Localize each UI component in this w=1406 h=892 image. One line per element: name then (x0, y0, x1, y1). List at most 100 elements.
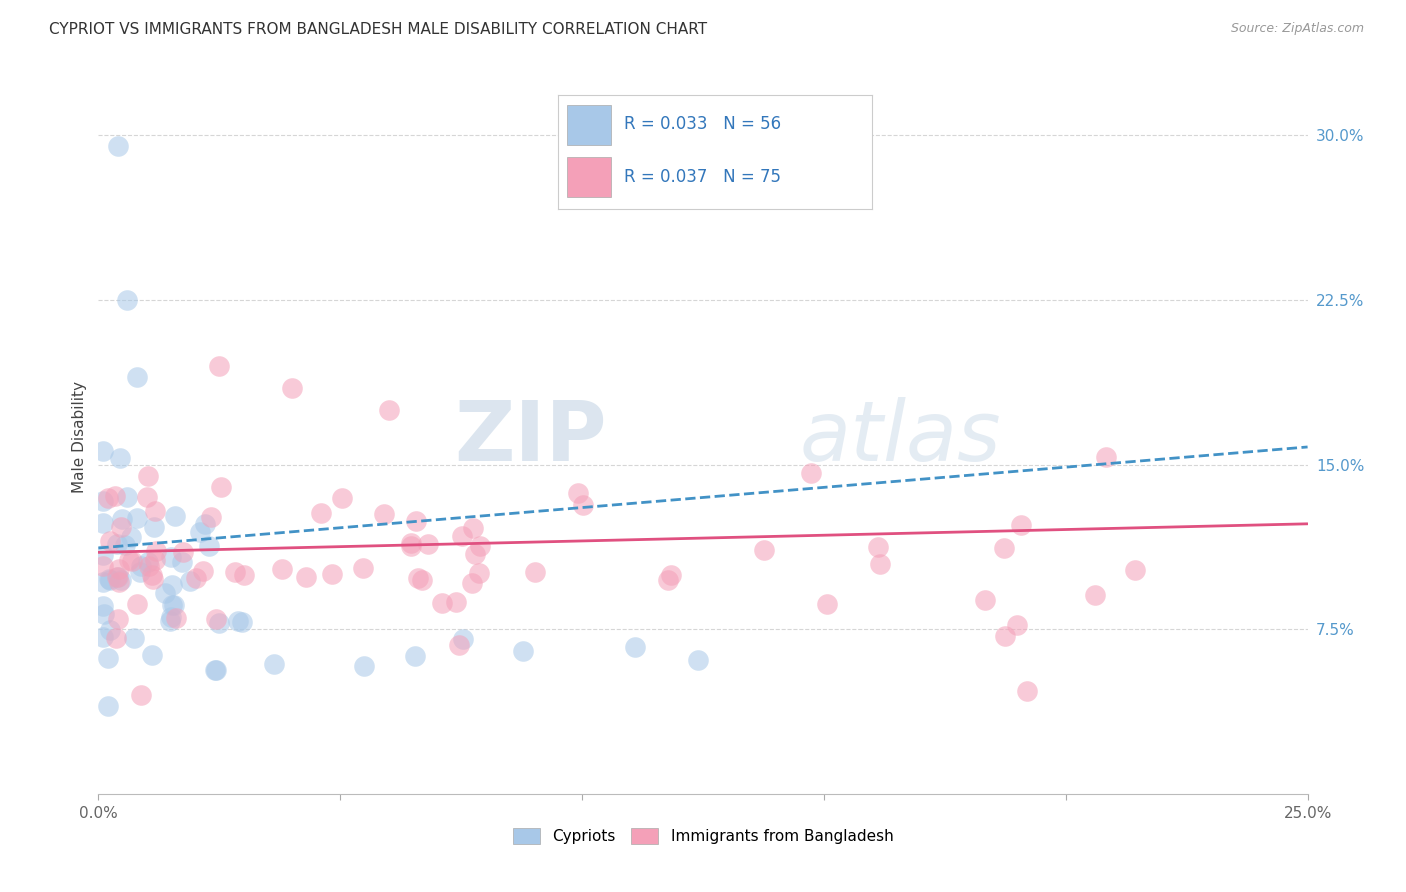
Point (172, 544, 194, 558)
Point (91, 599, 114, 614)
Point (993, 541, 1015, 556)
Point (449, 638, 471, 652)
Point (224, 566, 246, 580)
Point (226, 615, 249, 629)
Point (270, 562, 292, 576)
Point (399, 536, 422, 550)
Point (405, 514, 427, 528)
Point (974, 593, 997, 607)
Point (205, 612, 228, 626)
Point (263, 657, 285, 672)
Point (404, 649, 426, 664)
Point (205, 664, 228, 678)
Point (1010, 518, 1032, 533)
Point (815, 597, 838, 611)
Point (110, 573, 132, 587)
Point (567, 486, 589, 500)
Point (204, 664, 226, 678)
Point (211, 480, 233, 494)
Point (188, 524, 211, 539)
Point (105, 631, 128, 645)
Point (98, 573, 121, 587)
Point (686, 653, 709, 667)
Point (468, 566, 491, 581)
Y-axis label: Male Disability: Male Disability (72, 381, 87, 493)
Point (91, 444, 114, 458)
Point (141, 648, 163, 662)
Point (107, 612, 129, 626)
Point (122, 632, 145, 646)
Point (105, 537, 128, 551)
Point (108, 451, 131, 466)
Point (100, 534, 122, 549)
Point (107, 575, 129, 590)
Point (453, 632, 475, 647)
Point (121, 553, 143, 567)
Point (108, 562, 131, 576)
Point (352, 561, 374, 575)
Point (444, 595, 467, 609)
Point (118, 553, 141, 567)
Point (1005, 618, 1028, 632)
Point (138, 558, 160, 573)
Point (114, 538, 136, 552)
Point (91, 516, 114, 530)
Point (418, 536, 440, 550)
Point (233, 567, 256, 582)
Point (231, 615, 253, 629)
Point (200, 510, 222, 524)
Text: Source: ZipAtlas.com: Source: ZipAtlas.com (1230, 22, 1364, 36)
Point (91, 494, 114, 508)
Point (129, 558, 152, 573)
Point (98, 623, 121, 637)
Point (172, 555, 194, 569)
Point (136, 468, 159, 483)
Point (120, 530, 142, 544)
Point (523, 566, 546, 580)
Point (98, 572, 121, 586)
Point (117, 293, 139, 307)
Point (159, 615, 181, 629)
Point (136, 555, 159, 569)
Point (332, 491, 354, 506)
Point (461, 575, 484, 590)
Point (127, 597, 149, 611)
Point (111, 512, 134, 526)
Point (399, 539, 422, 553)
Point (866, 541, 889, 555)
Point (353, 659, 375, 673)
Point (1015, 684, 1038, 698)
Point (91, 631, 114, 645)
Point (1123, 563, 1146, 577)
Point (1084, 588, 1107, 602)
Point (141, 567, 163, 582)
Point (163, 598, 186, 612)
Point (377, 402, 399, 417)
Point (91, 575, 114, 590)
Point (160, 578, 183, 592)
Point (155, 586, 177, 600)
Point (1094, 450, 1116, 465)
Point (623, 640, 645, 654)
Point (191, 564, 214, 578)
Point (994, 629, 1017, 643)
Point (463, 520, 485, 534)
Point (311, 506, 333, 520)
Point (129, 565, 152, 579)
Point (208, 615, 231, 630)
Point (97, 491, 120, 505)
Point (464, 547, 486, 561)
Point (800, 466, 823, 480)
Point (105, 570, 128, 584)
Point (321, 566, 343, 581)
Text: atlas: atlas (800, 397, 1001, 477)
Point (136, 490, 159, 504)
Point (194, 517, 217, 532)
Point (281, 381, 304, 395)
Point (179, 574, 201, 588)
Point (129, 688, 152, 702)
Point (91, 559, 114, 574)
Point (450, 529, 472, 543)
Point (142, 572, 165, 586)
Text: CYPRIOT VS IMMIGRANTS FROM BANGLADESH MALE DISABILITY CORRELATION CHART: CYPRIOT VS IMMIGRANTS FROM BANGLADESH MA… (49, 22, 707, 37)
